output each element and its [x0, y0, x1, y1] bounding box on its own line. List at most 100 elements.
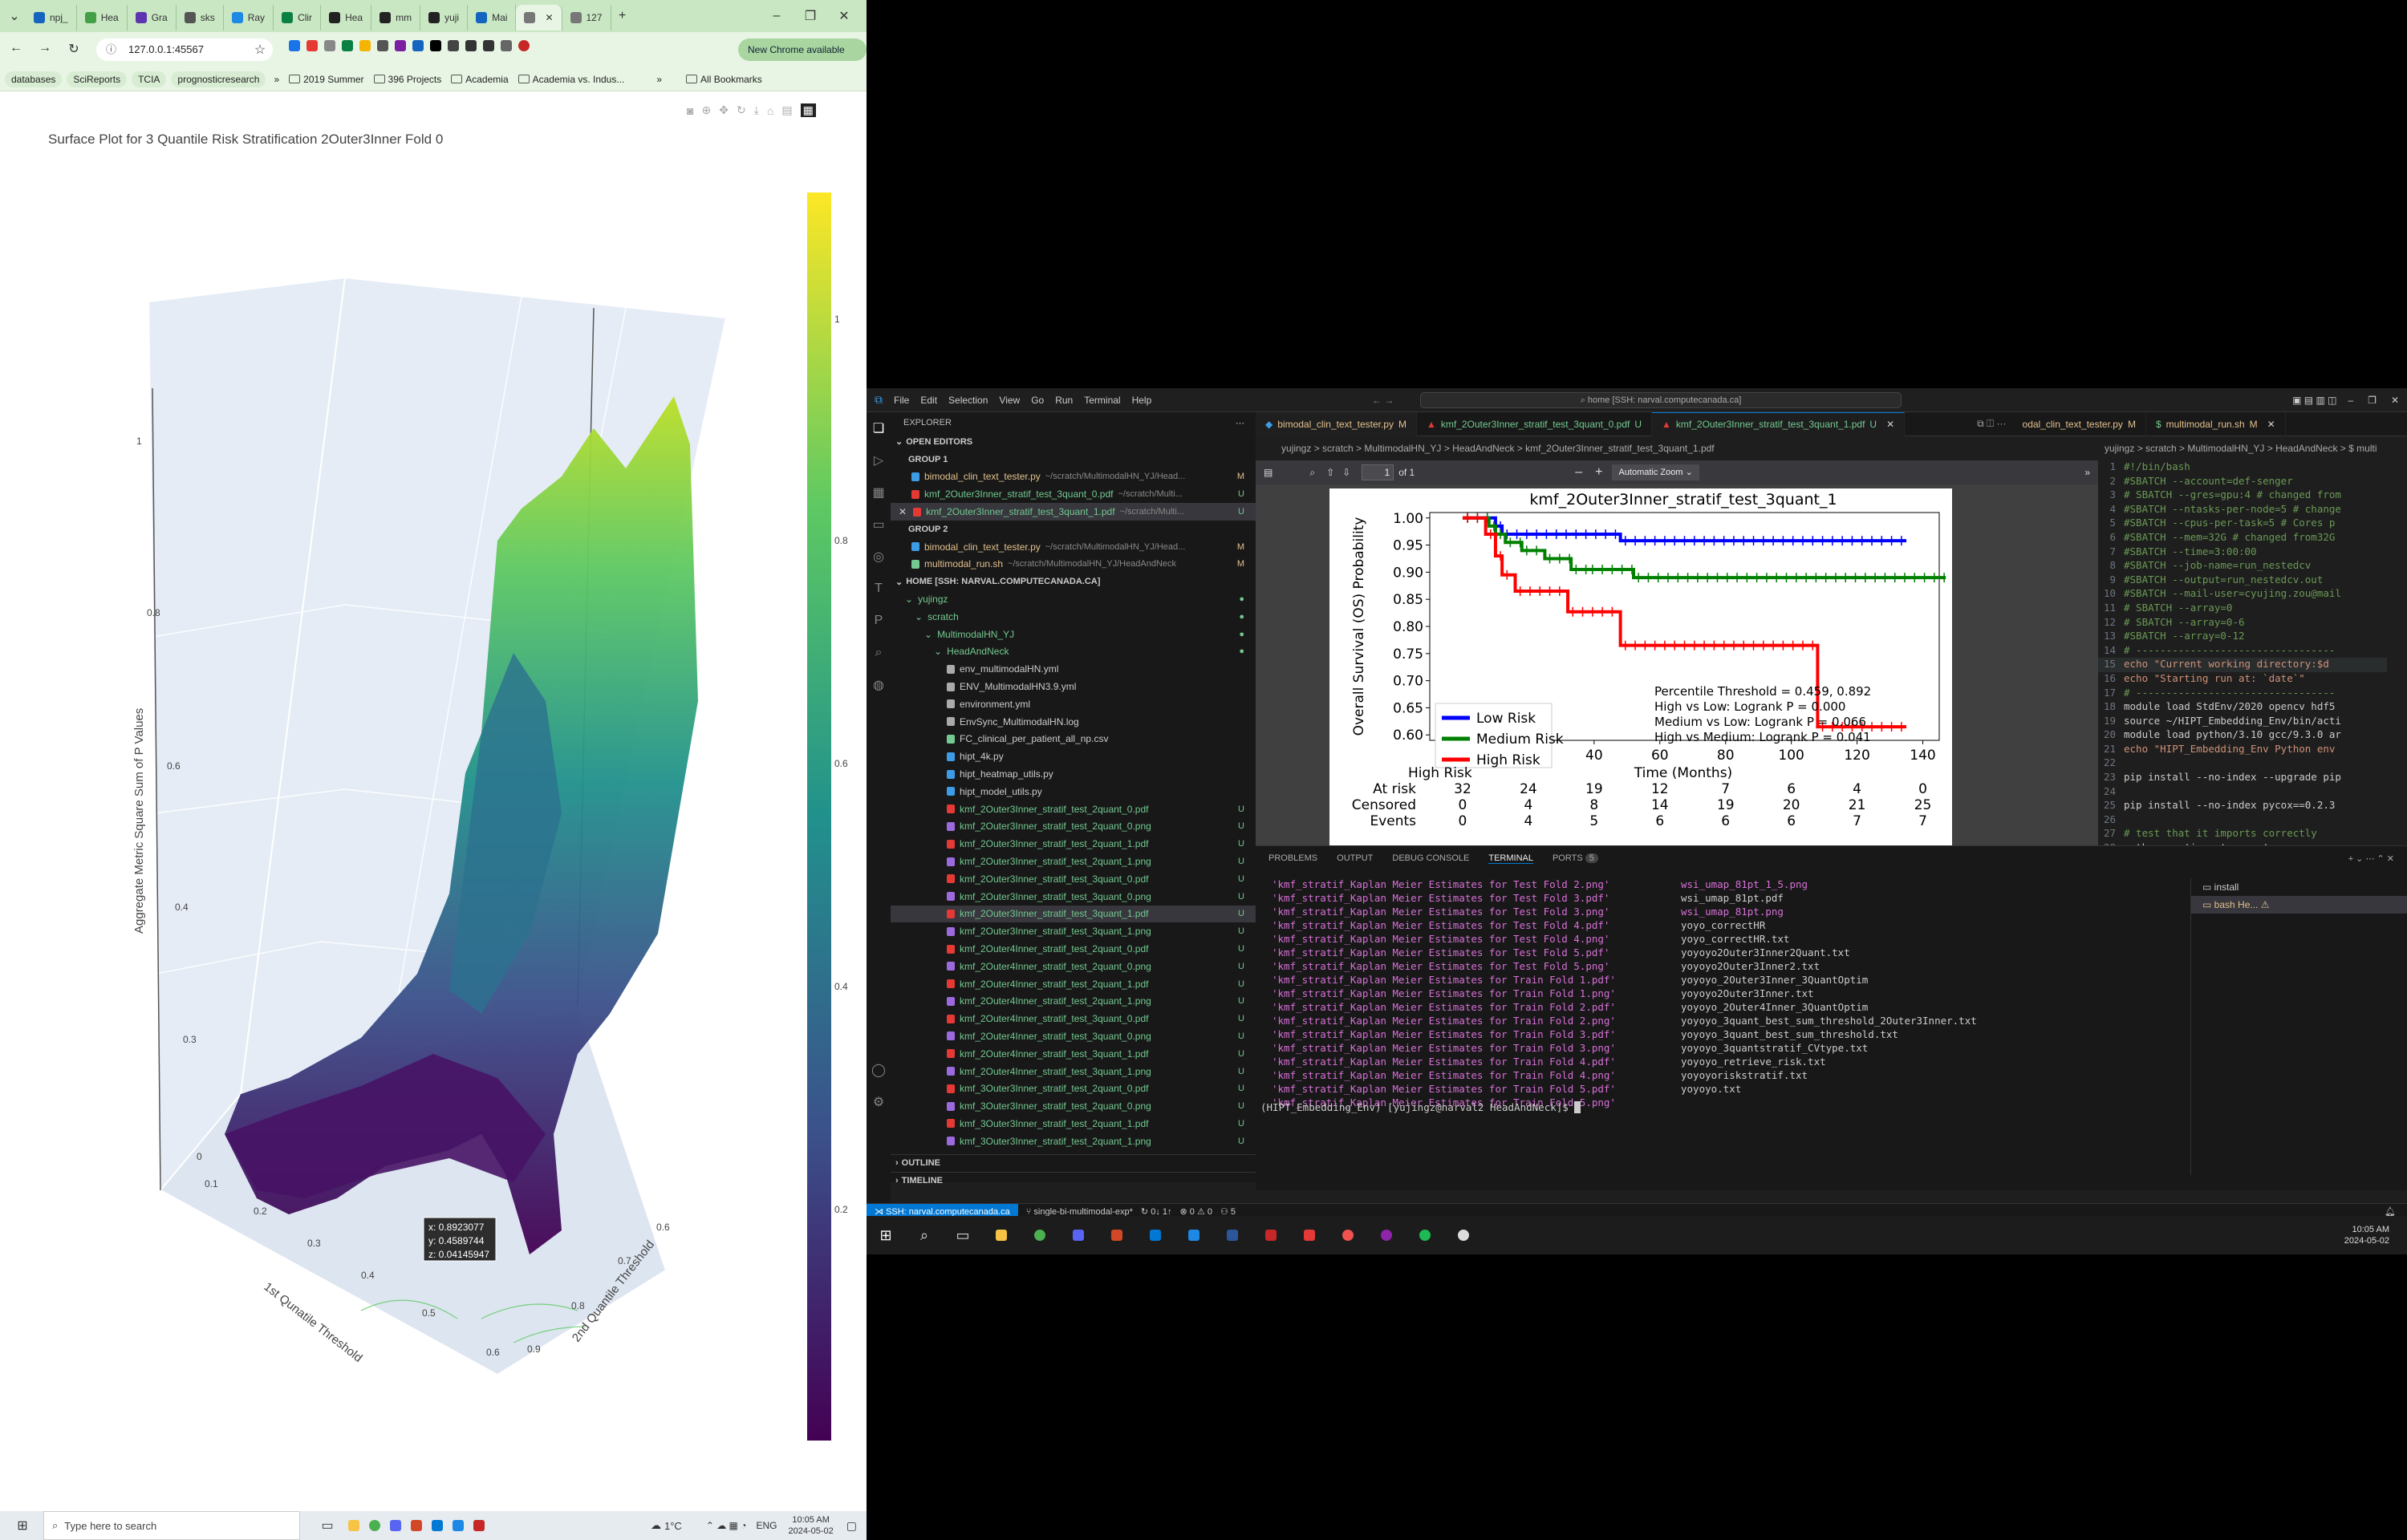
problems-indicator[interactable]: ⊗ 0 ⚠ 0	[1179, 1207, 1212, 1217]
code-line[interactable]: 26	[2098, 813, 2387, 828]
extension-icon[interactable]	[395, 40, 406, 51]
restore-icon[interactable]: ❐	[2368, 394, 2377, 406]
close-tab-icon[interactable]: ✕	[2267, 418, 2275, 430]
code-line[interactable]: 21 echo "HIPT_Embedding_Env Python env	[2098, 743, 2387, 757]
outline-section[interactable]: › OUTLINE	[891, 1154, 1256, 1172]
chrome-icon[interactable]	[369, 1520, 380, 1531]
tab-search-icon[interactable]: ⌄	[9, 10, 20, 23]
code-line[interactable]: 7 #SBATCH --time=3:00:00	[2098, 545, 2387, 560]
code-line[interactable]: 25 pip install --no-index pycox==0.2.3	[2098, 799, 2387, 813]
new-chrome-button[interactable]: New Chrome available ⋮	[738, 38, 867, 78]
bookmark-prognosticresearch[interactable]: prognosticresearch	[171, 71, 266, 87]
code-line[interactable]: 24	[2098, 785, 2387, 800]
browser-tab[interactable]: Ray	[224, 5, 274, 30]
file-tree-item[interactable]: kmf_2Outer4Inner_stratif_test_2quant_1.p…	[891, 975, 1256, 993]
more-tools-icon[interactable]: »	[2084, 467, 2090, 478]
branch-indicator[interactable]: ⑂ single-bi-multimodal-exp*	[1025, 1206, 1133, 1217]
extension-icon[interactable]	[324, 40, 335, 51]
browser-tab[interactable]: Clir	[274, 5, 322, 30]
code-line[interactable]: 23 pip install --no-index --upgrade pip	[2098, 771, 2387, 785]
layout-icons[interactable]: ▣ ▤ ▥ ◫	[2292, 394, 2337, 406]
copilot-icon[interactable]: ◍	[873, 679, 884, 692]
open-editor-item[interactable]: multimodal_run.sh ~/scratch/MultimodalHN_…	[891, 556, 1256, 573]
command-center-search[interactable]: ⌕ home [SSH: narval.computecanada.ca]	[1420, 392, 1902, 408]
turntable-icon[interactable]: ⤓	[753, 103, 759, 116]
open-editors-section[interactable]: ⌄ OPEN EDITORS	[895, 436, 973, 448]
site-info-icon[interactable]: ⓘ	[106, 43, 117, 55]
code-line[interactable]: 17 # ---------------------------------	[2098, 687, 2387, 701]
menu-item[interactable]: Go	[1031, 394, 1045, 406]
browser-tab[interactable]: yuji	[420, 5, 469, 30]
reading-list-icon[interactable]	[465, 40, 477, 51]
tab-bimodal-clin-2[interactable]: odal_clin_text_tester.py M	[2013, 411, 2146, 436]
tab-ports[interactable]: PORTS 5	[1553, 853, 1598, 863]
reload-icon[interactable]: ↻	[68, 43, 79, 56]
terminal-prompt[interactable]: (HIPT_Embedding_Env) [yujingz@narval2 He…	[1260, 1101, 1581, 1115]
tab-kmf-pdf-0[interactable]: ▲ kmf_2Outer3Inner_stratif_test_3quant_0.…	[1417, 411, 1653, 436]
app-icon[interactable]	[1332, 1219, 1364, 1251]
forward-icon[interactable]: →	[39, 41, 51, 55]
clock[interactable]: 10:05 AM 2024-05-02	[2344, 1225, 2389, 1246]
extension-icon[interactable]	[412, 40, 424, 51]
file-tree-item[interactable]: kmf_2Outer3Inner_stratif_test_3quant_1.p…	[891, 905, 1256, 923]
search-icon[interactable]: ⌕	[919, 1226, 929, 1243]
file-tree-item[interactable]: FC_clinical_per_patient_all_np.csv	[891, 731, 1256, 748]
file-tree-item[interactable]: EnvSync_MultimodalHN.log	[891, 713, 1256, 731]
app-icon[interactable]	[1370, 1219, 1402, 1251]
tab-multimodal-run[interactable]: $ multimodal_run.sh M ✕	[2146, 411, 2286, 436]
extension-icon[interactable]	[377, 40, 388, 51]
back-icon[interactable]: ←	[10, 41, 22, 55]
minimize-icon[interactable]: –	[773, 9, 781, 22]
extensions-icon[interactable]: ▦	[872, 486, 885, 500]
more-bookmarks-icon[interactable]: »	[656, 73, 663, 85]
weather-icon[interactable]: ☁	[650, 1519, 661, 1531]
restore-icon[interactable]: ❐	[804, 10, 817, 23]
powerpoint-icon[interactable]	[1101, 1219, 1133, 1251]
menu-item[interactable]: Help	[1131, 394, 1152, 406]
tab-terminal[interactable]: TERMINAL	[1488, 853, 1533, 864]
code-line[interactable]: 19 source ~/HIPT_Embedding_Env/bin/acti	[2098, 715, 2387, 729]
app-icon[interactable]	[1178, 1219, 1210, 1251]
file-tree-item[interactable]: kmf_3Outer3Inner_stratif_test_2quant_1.p…	[891, 1133, 1256, 1150]
close-window-icon[interactable]: ✕	[838, 10, 850, 23]
code-line[interactable]: 6 #SBATCH --mem=32G # changed from32G	[2098, 531, 2387, 545]
open-editor-item[interactable]: bimodal_clin_text_tester.py ~/scratch/Mul…	[891, 468, 1256, 486]
panel-actions-icon[interactable]: + ⌄ ⋯ ⌃ ✕	[2348, 853, 2394, 864]
file-tree-item[interactable]: kmf_2Outer4Inner_stratif_test_3quant_1.p…	[891, 1063, 1256, 1080]
file-tree-item[interactable]: kmf_2Outer3Inner_stratif_test_3quant_0.p…	[891, 888, 1256, 906]
file-tree-item[interactable]: kmf_2Outer4Inner_stratif_test_3quant_1.p…	[891, 1045, 1256, 1063]
side-panel-icon[interactable]	[501, 40, 512, 51]
remote-explorer-icon[interactable]: ▭	[872, 518, 885, 532]
file-tree-item[interactable]: kmf_2Outer3Inner_stratif_test_3quant_0.p…	[891, 870, 1256, 888]
code-line[interactable]: 5 #SBATCH --cpus-per-task=5 # Cores p	[2098, 517, 2387, 531]
tab-debug-console[interactable]: DEBUG CONSOLE	[1392, 853, 1470, 863]
menu-item[interactable]: Run	[1055, 394, 1074, 406]
zoom-select[interactable]: Automatic Zoom ⌄	[1612, 464, 1699, 480]
tab-bimodal-clin[interactable]: ◆ bimodal_clin_text_tester.py M	[1256, 411, 1417, 436]
code-line[interactable]: 9 #SBATCH --output=run_nestedcv.out	[2098, 573, 2387, 588]
account-icon[interactable]: ◯	[871, 1064, 886, 1077]
pdf-search-icon[interactable]: ⌕	[1309, 466, 1316, 478]
file-tree-item[interactable]: kmf_2Outer4Inner_stratif_test_2quant_0.p…	[891, 940, 1256, 958]
remote-indicator[interactable]: ⋊ SSH: narval.computecanada.ca	[867, 1203, 1018, 1220]
bookmark-scireports[interactable]: SciReports	[67, 71, 128, 87]
close-icon[interactable]: ✕	[899, 506, 907, 518]
extension-icon[interactable]	[342, 40, 353, 51]
bookmark-tcia[interactable]: TCIA	[132, 71, 167, 87]
terminal-item[interactable]: ▭ install	[2202, 881, 2239, 893]
file-tree-item[interactable]: kmf_3Outer3Inner_stratif_test_2quant_1.p…	[891, 1115, 1256, 1133]
menu-item[interactable]: Terminal	[1084, 394, 1121, 406]
file-tree-item[interactable]: kmf_2Outer3Inner_stratif_test_3quant_1.p…	[891, 922, 1256, 940]
code-line[interactable]: 10 #SBATCH --mail-user=cyujing.zou@mail	[2098, 587, 2387, 602]
windows-start-icon[interactable]: ⊞	[17, 1519, 28, 1533]
discord-icon[interactable]	[390, 1520, 401, 1531]
code-line[interactable]: 12 # SBATCH --array=0-6	[2098, 616, 2387, 630]
folder-headandneck[interactable]: ⌄ HeadAndNeck ●	[934, 646, 1244, 658]
bookmark-star-icon[interactable]: ☆	[254, 43, 266, 57]
menu-item[interactable]: Selection	[948, 394, 988, 406]
bookmark-databases[interactable]: databases	[5, 71, 63, 87]
camera-icon[interactable]: ◙	[687, 103, 694, 117]
browser-tab[interactable]: 127	[562, 5, 611, 30]
file-tree-item[interactable]: kmf_2Outer4Inner_stratif_test_3quant_0.p…	[891, 1010, 1256, 1027]
vscode-icon[interactable]	[1139, 1219, 1171, 1251]
